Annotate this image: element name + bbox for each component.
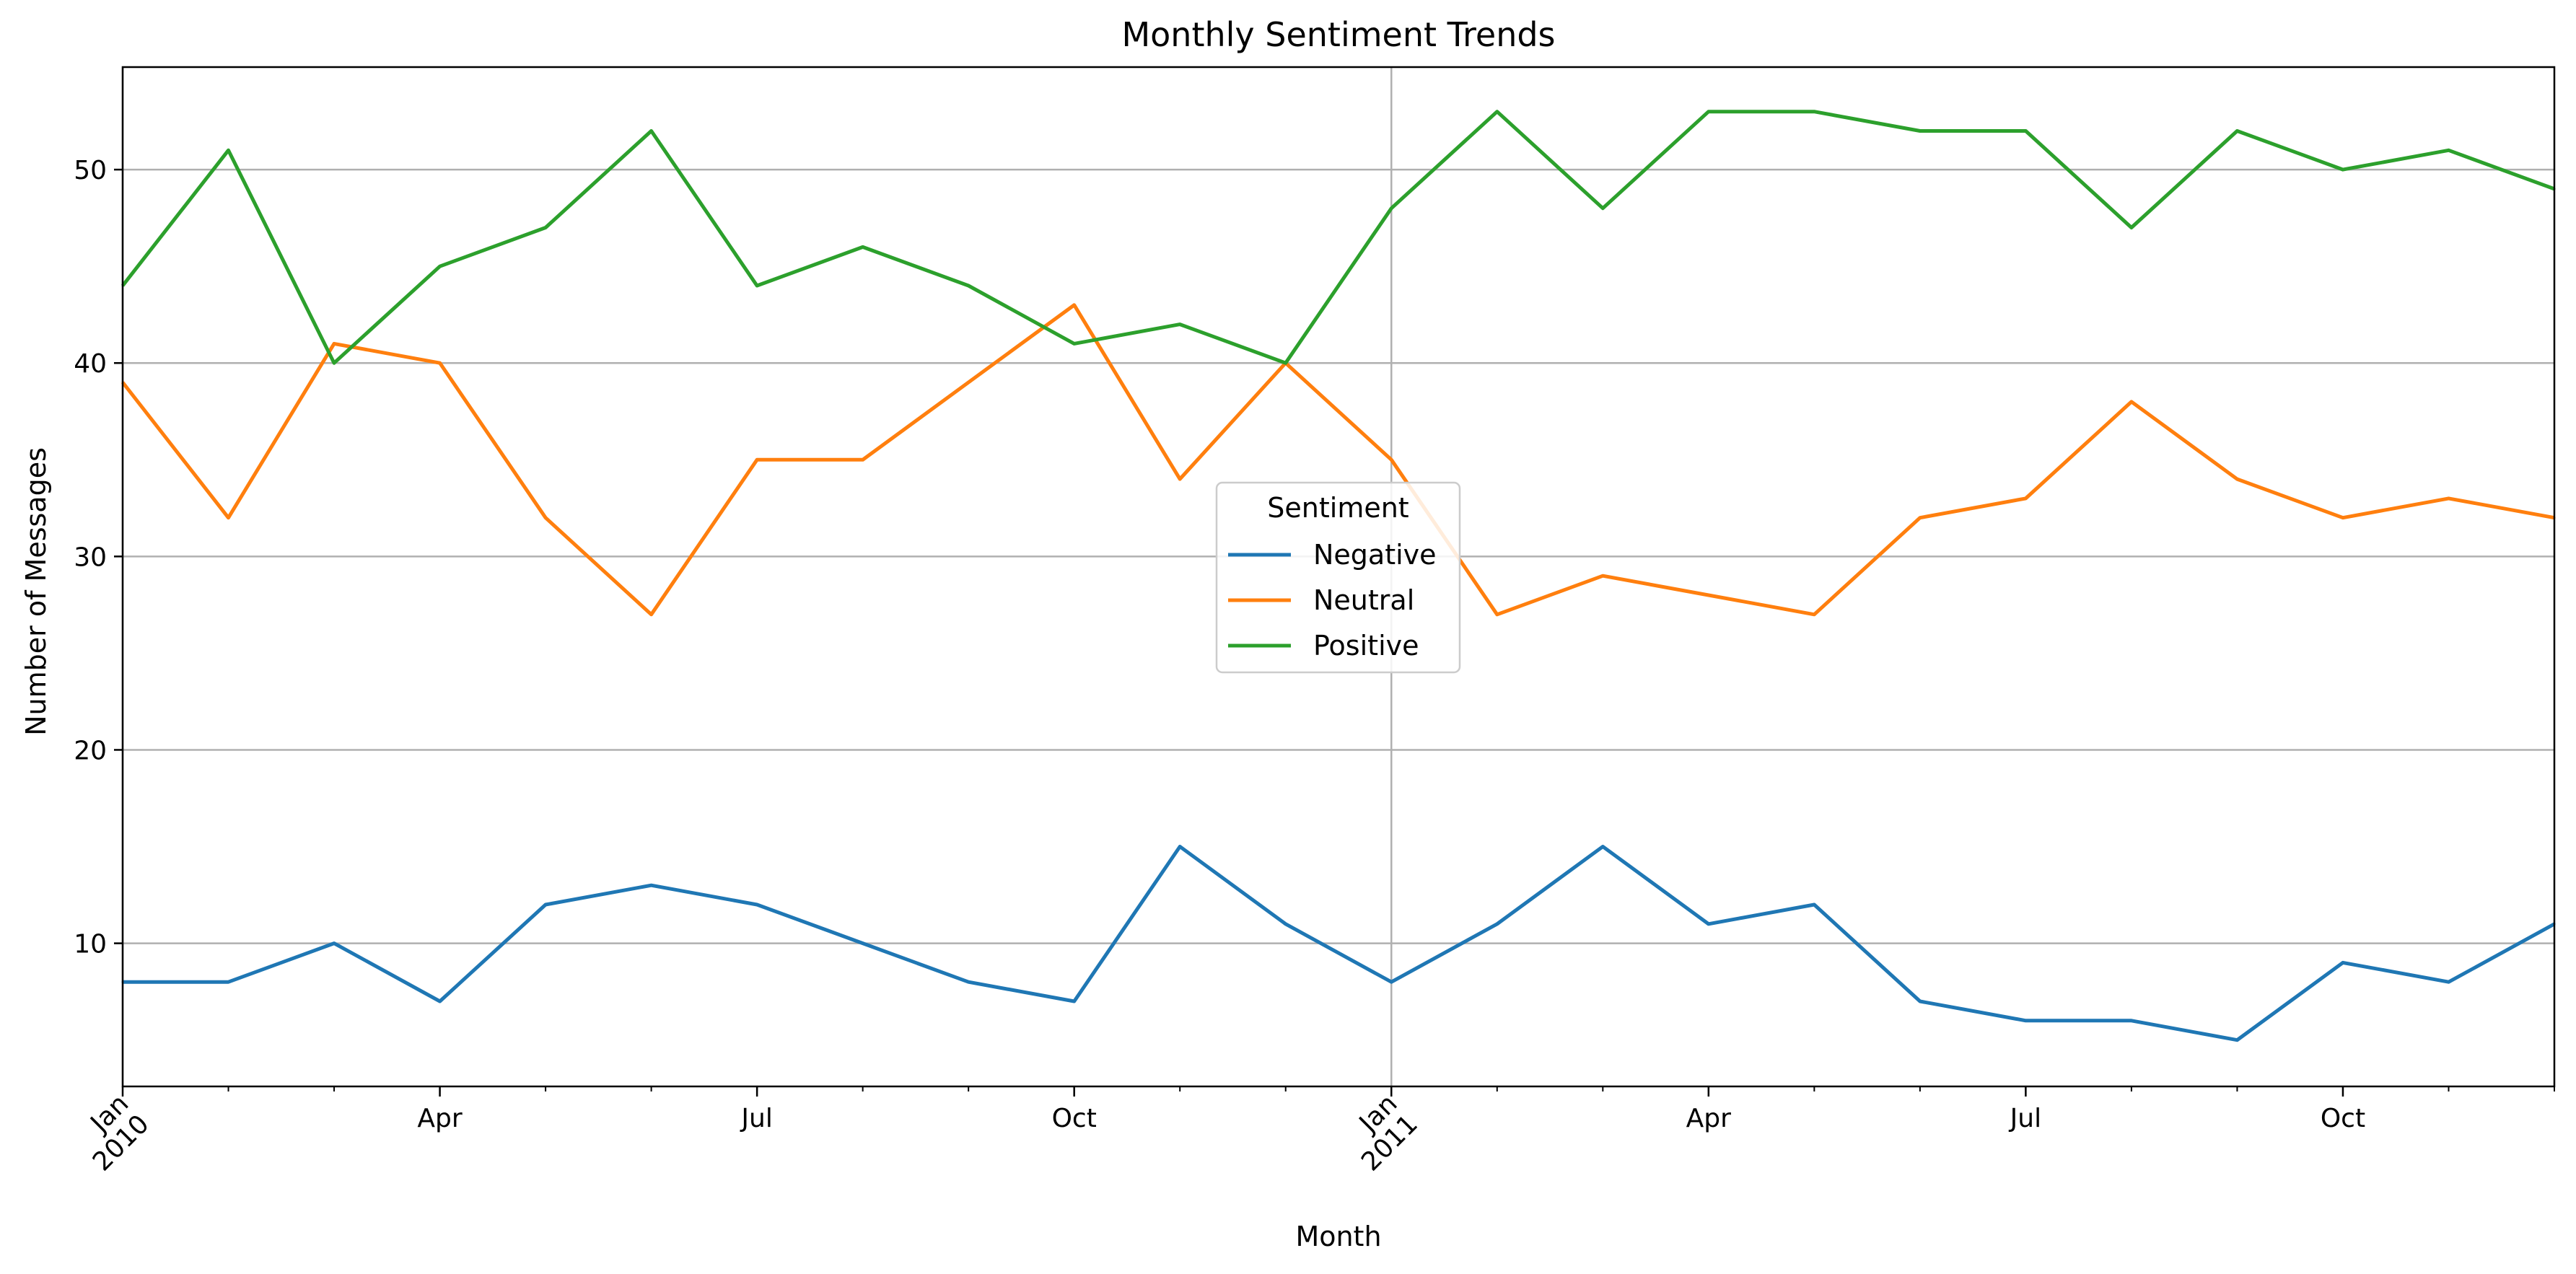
data-point-positive [1073, 342, 1076, 345]
x-tick-label: Apr [417, 1104, 462, 1133]
data-point-negative [967, 980, 970, 983]
y-tick-label: 40 [74, 349, 107, 379]
data-point-positive [2341, 168, 2344, 171]
data-point-neutral [650, 613, 653, 616]
data-point-negative [2130, 1019, 2133, 1022]
data-point-positive [862, 245, 864, 248]
data-point-positive [2447, 149, 2450, 151]
data-point-neutral [333, 342, 336, 345]
y-tick-label: 10 [74, 930, 107, 959]
data-point-neutral [1496, 613, 1499, 616]
data-point-negative [1601, 845, 1604, 848]
legend-label-positive: Positive [1313, 630, 1419, 662]
data-point-negative [2341, 961, 2344, 964]
data-point-negative [1813, 903, 1815, 906]
legend-box [1215, 481, 1461, 674]
y-axis-label: Number of Messages [20, 447, 52, 736]
data-point-negative [1390, 980, 1393, 983]
data-point-neutral [1919, 517, 1922, 519]
data-point-negative [1073, 1000, 1076, 1003]
data-point-positive [439, 265, 442, 268]
data-point-positive [650, 129, 653, 132]
data-point-neutral [862, 458, 864, 461]
x-tick-label: Jul [740, 1104, 772, 1133]
data-point-negative [862, 942, 864, 945]
y-tick-label: 20 [74, 736, 107, 765]
data-point-positive [2130, 227, 2133, 229]
data-point-neutral [2447, 497, 2450, 500]
data-point-negative [650, 884, 653, 887]
data-point-negative [1919, 1000, 1922, 1003]
y-tick-label: 50 [74, 156, 107, 185]
data-point-negative [544, 903, 547, 906]
data-point-neutral [1390, 458, 1393, 461]
data-point-neutral [544, 517, 547, 519]
data-point-neutral [439, 361, 442, 364]
x-tick-label: Oct [2321, 1104, 2365, 1133]
legend-label-negative: Negative [1313, 539, 1437, 571]
data-point-neutral [2341, 517, 2344, 519]
data-point-negative [1496, 923, 1499, 926]
x-tick-label: Jul [2009, 1104, 2041, 1133]
data-point-positive [2024, 129, 2027, 132]
data-point-positive [227, 149, 230, 151]
data-point-neutral [2024, 497, 2027, 500]
data-point-positive [1496, 110, 1499, 113]
data-point-neutral [2235, 478, 2238, 480]
data-point-neutral [1073, 304, 1076, 307]
legend-label-neutral: Neutral [1313, 584, 1414, 616]
x-tick-label: Oct [1052, 1104, 1097, 1133]
data-point-positive [1707, 110, 1710, 113]
data-point-neutral [755, 458, 758, 461]
data-point-positive [2235, 129, 2238, 132]
data-point-negative [2235, 1039, 2238, 1042]
data-point-positive [1284, 361, 1287, 364]
data-point-positive [1601, 207, 1604, 210]
data-point-positive [967, 284, 970, 287]
data-point-neutral [967, 381, 970, 384]
data-point-negative [2024, 1019, 2027, 1022]
data-point-negative [333, 942, 336, 945]
data-point-positive [1813, 110, 1815, 113]
data-point-negative [227, 980, 230, 983]
data-point-positive [755, 284, 758, 287]
data-point-negative [755, 903, 758, 906]
data-point-positive [1919, 129, 1922, 132]
data-point-neutral [1178, 478, 1181, 480]
data-point-negative [1707, 923, 1710, 926]
data-point-positive [1178, 323, 1181, 326]
data-point-neutral [2130, 400, 2133, 403]
data-point-neutral [227, 517, 230, 519]
series-line-neutral [121, 303, 2555, 617]
x-tick-label: Apr [1686, 1104, 1731, 1133]
series-lines [121, 110, 2556, 1042]
legend: Sentiment Negative Neutral Positive [1215, 481, 1461, 674]
data-point-neutral [1707, 594, 1710, 597]
data-point-negative [1284, 923, 1287, 926]
data-point-positive [333, 361, 336, 364]
series-line-negative [123, 845, 2556, 1042]
series-line-positive [121, 110, 2555, 365]
data-point-neutral [1813, 613, 1815, 616]
data-point-negative [439, 1000, 442, 1003]
y-tick-label: 30 [74, 542, 107, 572]
data-point-negative [2447, 980, 2450, 983]
chart-title: Monthly Sentiment Trends [1121, 15, 1555, 54]
plot-frame [121, 66, 2556, 1088]
legend-title: Sentiment [1267, 492, 1409, 524]
x-axis-label: Month [1295, 1221, 1381, 1252]
data-point-negative [1178, 845, 1181, 848]
data-point-positive [544, 227, 547, 229]
data-point-neutral [1601, 574, 1604, 577]
data-point-positive [1390, 207, 1393, 210]
